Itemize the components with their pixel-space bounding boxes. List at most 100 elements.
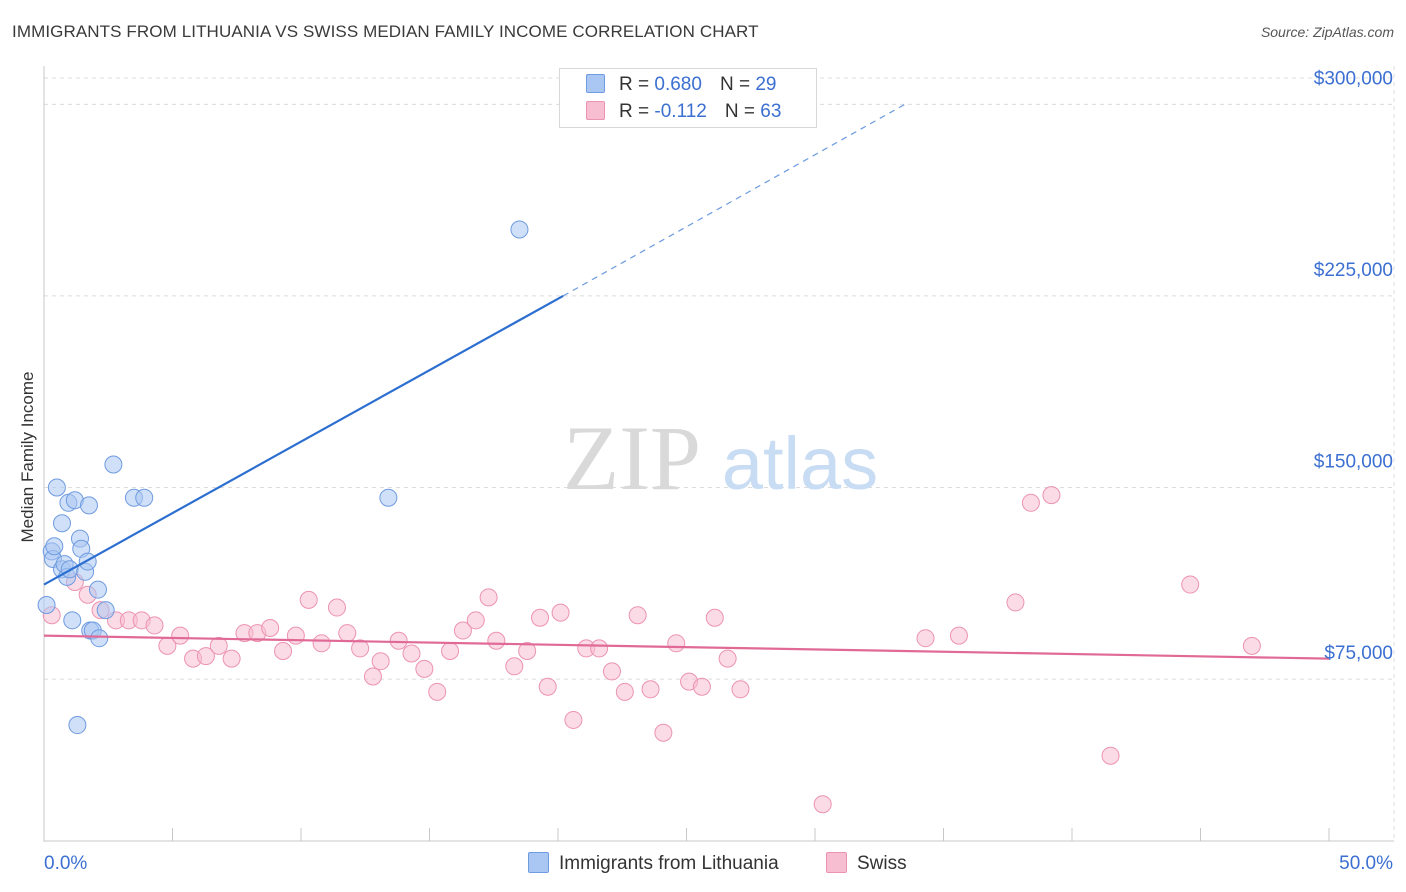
swiss-point xyxy=(327,598,346,617)
lithuania-point xyxy=(104,455,123,474)
y-tick-label: $150,000 xyxy=(1314,451,1393,472)
swiss-point xyxy=(654,723,673,742)
swiss-point xyxy=(518,641,537,660)
swiss-point xyxy=(466,611,485,630)
swiss-point xyxy=(705,608,724,627)
lithuania-point xyxy=(78,552,97,571)
swiss-point xyxy=(667,634,686,653)
swiss-point xyxy=(196,647,215,666)
swiss-point xyxy=(441,641,460,660)
watermark: ZIP atlas xyxy=(563,407,878,509)
swiss-point xyxy=(1021,493,1040,512)
watermark-atlas: atlas xyxy=(722,422,878,505)
y-tick-label: $225,000 xyxy=(1314,260,1393,281)
lithuania-point xyxy=(45,537,64,556)
series-name: Swiss xyxy=(857,853,907,874)
swiss-point xyxy=(363,667,382,686)
lithuania-point xyxy=(379,488,398,507)
swiss-point xyxy=(453,621,472,640)
swiss-point xyxy=(538,677,557,696)
swiss-point xyxy=(389,631,408,650)
legend-r-value: -0.112 xyxy=(654,101,707,122)
watermark-zip: ZIP xyxy=(563,407,701,509)
swiss-point xyxy=(949,626,968,645)
lithuania-point xyxy=(37,595,56,614)
legend-n-value: 63 xyxy=(760,101,782,122)
swiss-point xyxy=(531,608,550,627)
lithuania-point xyxy=(79,496,98,515)
legend-swatch-blue xyxy=(528,852,549,873)
swiss-point xyxy=(564,710,583,729)
swiss-point xyxy=(261,618,280,637)
swiss-point xyxy=(731,680,750,699)
series-legend-swiss: Swiss xyxy=(826,852,907,875)
legend-n-label: N = xyxy=(724,101,755,122)
swiss-point xyxy=(692,677,711,696)
trend-lines xyxy=(43,103,1330,660)
swiss-point xyxy=(1042,486,1061,505)
series-name: Immigrants from Lithuania xyxy=(559,853,779,874)
swiss-point xyxy=(145,616,164,635)
swiss-point xyxy=(1242,636,1261,655)
swiss-point xyxy=(1181,575,1200,594)
series-legend-lithuania: Immigrants from Lithuania xyxy=(528,852,779,875)
swiss-point xyxy=(602,662,621,681)
swiss-point xyxy=(274,641,293,660)
source-label: Source: ZipAtlas.com xyxy=(1260,24,1394,40)
data-points xyxy=(37,220,1261,814)
y-axis-title: Median Family Income xyxy=(18,371,37,542)
swiss-point xyxy=(428,682,447,701)
lithuania-point xyxy=(510,220,529,239)
axes xyxy=(43,66,1394,842)
axis-labels: $75,000 $150,000 $225,000 $300,000 0.0% 50.0%… xyxy=(18,68,1393,874)
gridlines xyxy=(44,66,1395,840)
lithuania-point xyxy=(96,601,115,620)
lithuania-point xyxy=(88,580,107,599)
swiss-point xyxy=(371,652,390,671)
legend-swatch-blue xyxy=(586,74,605,93)
legend-swatch-pink xyxy=(586,101,605,120)
swiss-point xyxy=(718,649,737,668)
x-tick-label: 50.0% xyxy=(1339,853,1393,874)
lithuania-point xyxy=(68,716,87,735)
swiss-point xyxy=(222,649,241,668)
swiss-point xyxy=(813,795,832,814)
swiss-point xyxy=(590,639,609,658)
y-tick-label: $300,000 xyxy=(1314,68,1393,89)
legend-n-label: N = xyxy=(719,74,751,95)
swiss-point xyxy=(299,590,318,609)
legend-r-label: R = xyxy=(619,101,650,122)
legend-row-swiss: R = -0.112 N = 63 xyxy=(586,101,781,127)
legend-n-value: 29 xyxy=(755,74,777,95)
legend-swatch-pink xyxy=(826,852,847,873)
swiss-trend-line xyxy=(43,634,1330,660)
swiss-point xyxy=(641,680,660,699)
lithuania-point xyxy=(90,629,109,648)
swiss-point xyxy=(351,639,370,658)
lithuania-trend-line xyxy=(43,294,564,586)
swiss-point xyxy=(1101,746,1120,765)
lithuania-point xyxy=(47,478,66,497)
lithuania-trend-extension xyxy=(562,103,906,297)
swiss-point xyxy=(628,606,647,625)
swiss-point xyxy=(615,682,634,701)
chart-title: IMMIGRANTS FROM LITHUANIA VS SWISS MEDIA… xyxy=(12,22,759,41)
x-tick-label: 0.0% xyxy=(44,853,87,874)
legend-r-value: 0.680 xyxy=(654,74,702,95)
swiss-point xyxy=(402,644,421,663)
y-tick-label: $75,000 xyxy=(1324,643,1393,664)
swiss-point xyxy=(171,626,190,645)
swiss-point xyxy=(916,629,935,648)
lithuania-point xyxy=(52,514,71,533)
swiss-point xyxy=(505,657,524,676)
swiss-point xyxy=(312,634,331,653)
swiss-point xyxy=(286,626,305,645)
legend-r-label: R = xyxy=(619,74,650,95)
swiss-point xyxy=(1006,593,1025,612)
lithuania-point xyxy=(135,488,154,507)
swiss-point xyxy=(551,603,570,622)
correlation-legend: R = 0.680 N = 29 R = -0.112 N = 63 xyxy=(559,68,817,128)
swiss-point xyxy=(209,636,228,655)
swiss-point xyxy=(487,631,506,650)
